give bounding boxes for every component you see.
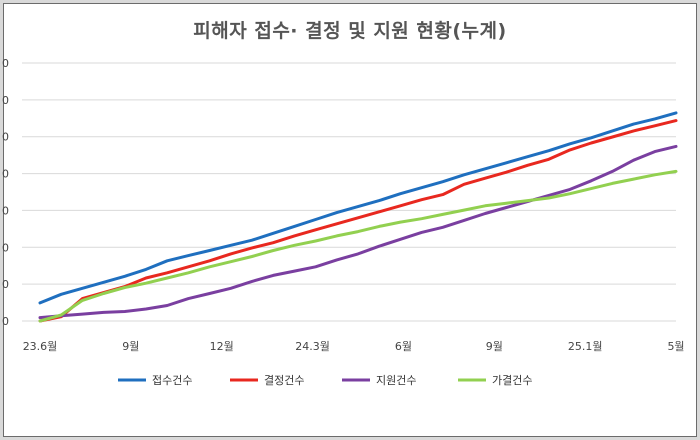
- legend-label: 결정건수: [264, 374, 304, 387]
- x-tick-label: 12월: [210, 340, 234, 353]
- series-line-2: [38, 119, 678, 323]
- y-tick-label: 0: [2, 278, 9, 291]
- series-line-4: [38, 169, 678, 323]
- x-tick-label: 23.6월: [23, 340, 58, 353]
- y-tick-label: 0: [2, 94, 9, 107]
- x-tick-label: 25.1월: [568, 340, 603, 353]
- y-tick-label: 0: [2, 131, 9, 144]
- series-line-1: [38, 111, 678, 305]
- y-tick-label: 0: [2, 241, 9, 254]
- y-axis-ticks: 0 0 0 0 0 0 0 0: [2, 57, 9, 328]
- chart-title: 피해자 접수· 결정 및 지원 현황(누계): [193, 20, 507, 42]
- y-tick-label: 0: [2, 57, 9, 70]
- series-line-3: [38, 144, 678, 320]
- legend-label: 지원건수: [376, 374, 416, 387]
- legend-label: 가결건수: [492, 374, 532, 387]
- x-tick-label: 9월: [486, 340, 503, 353]
- x-tick-label: 24.3월: [295, 340, 330, 353]
- series-lines: [38, 111, 678, 323]
- legend-label: 접수건수: [152, 374, 192, 387]
- y-tick-label: 0: [2, 168, 9, 181]
- x-tick-label: 9월: [122, 340, 139, 353]
- legend: 접수건수 결정건수 지원건수 가결건수: [118, 374, 532, 387]
- x-tick-label: 6월: [395, 340, 412, 353]
- x-tick-label: 5월: [667, 340, 684, 353]
- y-tick-label: 0: [2, 315, 9, 328]
- gridlines: [22, 62, 676, 322]
- y-tick-label: 0: [2, 204, 9, 217]
- x-axis-ticks: 23.6월 9월 12월 24.3월 6월 9월 25.1월 5월: [23, 340, 685, 353]
